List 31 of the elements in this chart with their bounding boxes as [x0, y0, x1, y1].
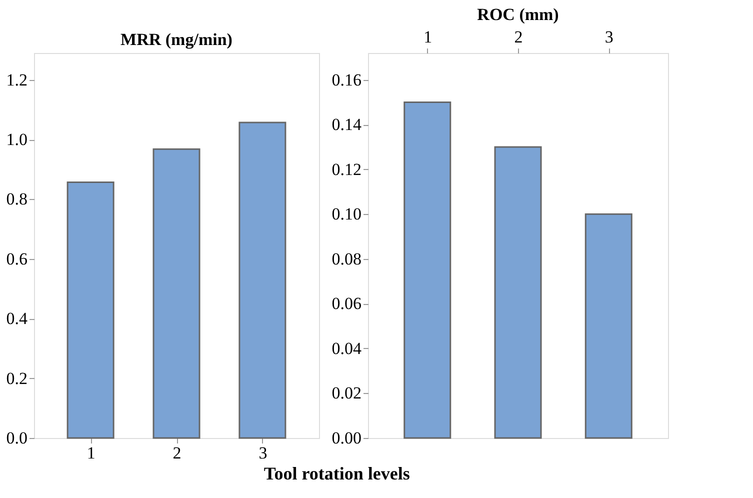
chart-title: ROC (mm) — [477, 5, 559, 24]
y-tick-label: 0.04 — [332, 338, 362, 358]
y-tick-label: 1.2 — [6, 70, 28, 90]
y-tick-label: 0.2 — [6, 368, 28, 388]
bar — [494, 146, 542, 439]
y-tick-label: 0.16 — [332, 70, 362, 90]
y-tick-label: 0.00 — [332, 428, 362, 448]
x-axis-title: Tool rotation levels — [264, 464, 410, 484]
bar — [584, 213, 632, 439]
x-tick-label: 1 — [86, 444, 96, 462]
y-tick-label: 0.12 — [332, 160, 362, 179]
y-tick-label: 0.0 — [6, 428, 28, 448]
bar — [66, 181, 114, 439]
y-tick-label: 0.14 — [332, 115, 362, 134]
y-tick-label: 0.8 — [6, 190, 28, 209]
x-tick-label: 2 — [172, 444, 182, 462]
y-tick-label: 0.4 — [6, 309, 28, 328]
x-tick-label: 2 — [514, 28, 523, 46]
y-tick-label: 0.08 — [332, 249, 362, 268]
x-tick-label: 3 — [604, 28, 614, 46]
chart-title: MRR (mg/min) — [120, 30, 232, 49]
bar — [238, 122, 286, 439]
bar — [404, 101, 452, 439]
y-tick-label: 0.10 — [332, 204, 362, 224]
y-tick-label: 1.0 — [6, 130, 28, 150]
x-tick-label: 1 — [424, 28, 432, 46]
bar — [152, 148, 200, 439]
y-tick-label: 0.06 — [332, 294, 362, 314]
y-tick-label: 0.6 — [6, 249, 28, 268]
x-tick-label: 3 — [258, 444, 268, 462]
y-tick-label: 0.02 — [332, 384, 362, 403]
